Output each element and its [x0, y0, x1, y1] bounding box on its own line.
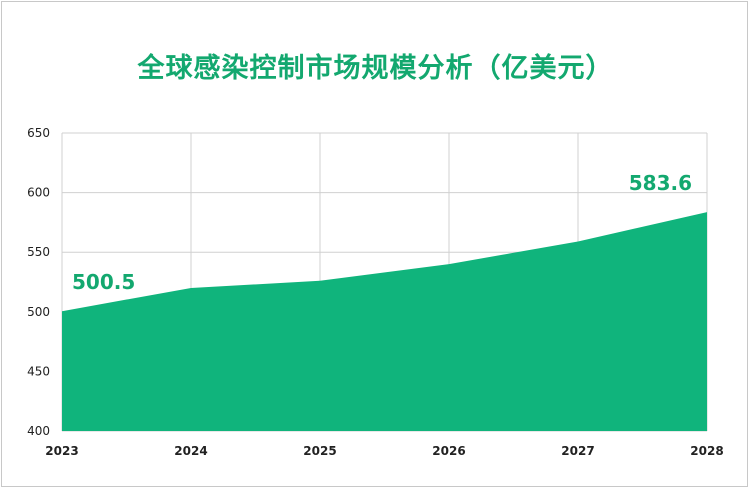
y-tick-label: 400	[27, 424, 50, 438]
y-tick-label: 600	[27, 186, 50, 200]
x-tick-label: 2023	[45, 444, 78, 458]
data-label: 583.6	[629, 171, 692, 195]
y-tick-label: 500	[27, 305, 50, 319]
area-layer	[62, 212, 707, 431]
chart-title: 全球感染控制市场规模分析（亿美元）	[137, 53, 614, 84]
x-tick-label: 2025	[303, 444, 336, 458]
y-axis-labels: 400 450 500 550 600 650	[27, 126, 50, 438]
y-tick-label: 450	[27, 364, 50, 378]
x-tick-label: 2028	[690, 444, 723, 458]
y-tick-label: 550	[27, 245, 50, 259]
area-series	[62, 212, 707, 431]
data-label: 500.5	[72, 270, 135, 294]
data-labels: 500.5 583.6	[72, 171, 692, 294]
x-tick-label: 2024	[174, 444, 207, 458]
x-axis-labels: 2023 2024 2025 2026 2027 2028	[45, 444, 723, 458]
x-tick-label: 2026	[432, 444, 465, 458]
x-tick-label: 2027	[561, 444, 594, 458]
y-tick-label: 650	[27, 126, 50, 140]
